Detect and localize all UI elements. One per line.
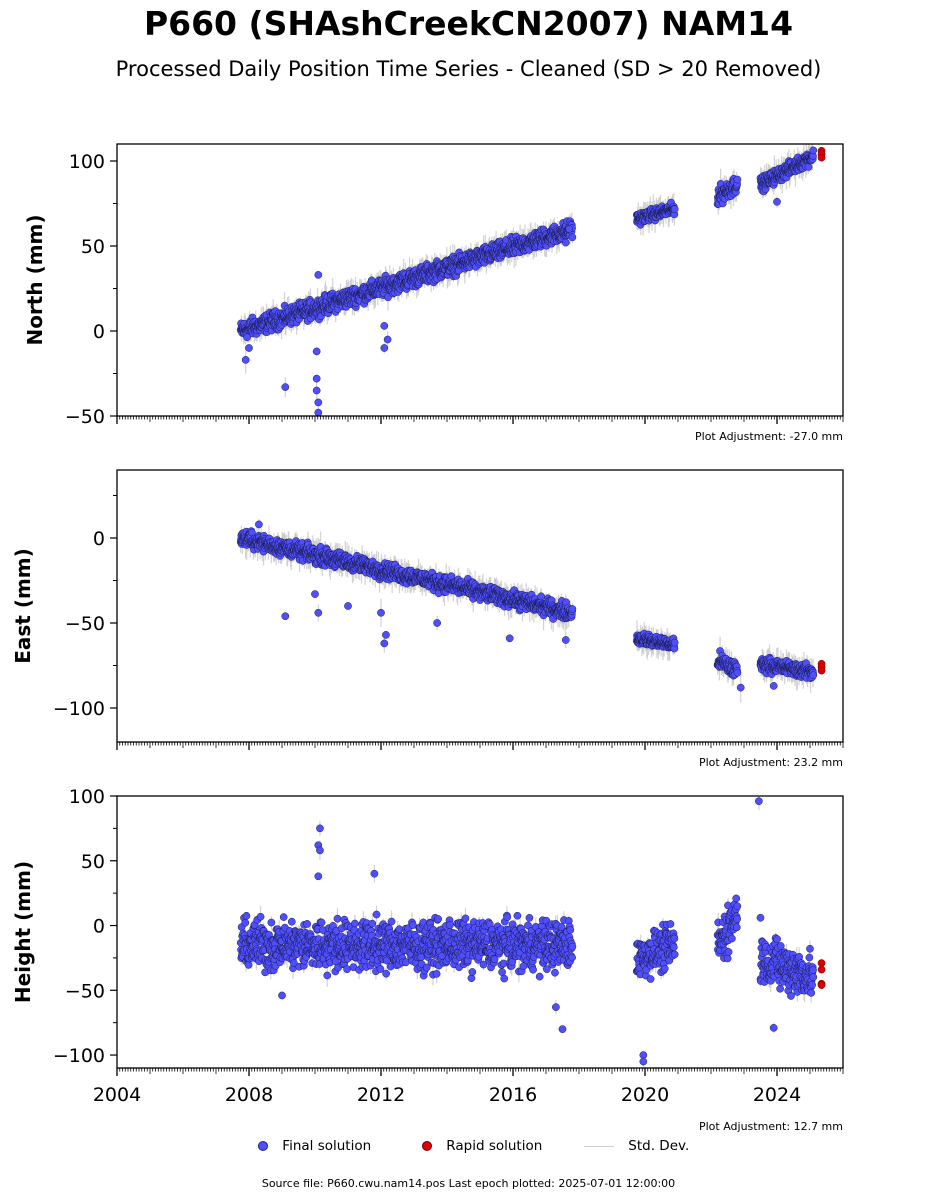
y-tick-label: 100 bbox=[69, 151, 105, 173]
final-solution-point bbox=[255, 520, 263, 529]
final-solution-point bbox=[314, 398, 323, 407]
final-solution-point bbox=[312, 374, 321, 383]
final-solution-point bbox=[344, 602, 352, 610]
final-solution-point bbox=[670, 205, 679, 214]
final-solution-point bbox=[505, 634, 514, 643]
final-solution-point bbox=[314, 608, 323, 617]
final-solution-point bbox=[769, 682, 778, 690]
final-solution-point bbox=[804, 163, 813, 171]
final-solution-point bbox=[561, 636, 570, 644]
final-solution-point bbox=[433, 619, 441, 627]
final-solution-point bbox=[281, 612, 290, 621]
final-solution-point bbox=[380, 639, 389, 648]
panel-plot-area-1 bbox=[236, 519, 826, 703]
final-solution-point bbox=[809, 146, 818, 155]
final-solution-point bbox=[377, 608, 385, 617]
panel-frame-1 bbox=[116, 469, 844, 743]
final-solution-point bbox=[382, 631, 390, 639]
final-solution-point bbox=[568, 605, 577, 613]
final-solution-point bbox=[773, 197, 781, 206]
final-solution-point bbox=[314, 408, 323, 416]
final-solution-point bbox=[733, 175, 742, 184]
y-axis-label: North (mm) bbox=[23, 214, 47, 345]
rapid-solution-point bbox=[817, 153, 826, 162]
y-tick-label: 50 bbox=[81, 236, 105, 258]
final-solution-point bbox=[568, 233, 577, 242]
panel-plot-area-0 bbox=[236, 144, 826, 416]
final-solution-point bbox=[380, 322, 389, 330]
final-solution-point bbox=[565, 225, 573, 233]
rapid-solution-point bbox=[817, 666, 826, 675]
y-tick-label: −50 bbox=[65, 406, 105, 428]
final-solution-point bbox=[281, 383, 290, 391]
final-solution-point bbox=[736, 683, 745, 692]
final-solution-point bbox=[312, 386, 321, 395]
panel-0: −50 0 50 100 North (mm) Plot Adjustment: -27.… bbox=[23, 143, 844, 443]
final-solution-point bbox=[312, 347, 321, 356]
y-tick-label: 0 bbox=[93, 321, 105, 343]
final-solution-point bbox=[314, 271, 323, 279]
final-solution-point bbox=[733, 668, 742, 677]
final-solution-point bbox=[383, 335, 392, 344]
y-tick-label: 0 bbox=[93, 528, 105, 550]
final-solution-point bbox=[809, 671, 818, 680]
final-solution-point bbox=[245, 344, 253, 352]
final-solution-point bbox=[380, 344, 389, 352]
plot-adjustment-note: Plot Adjustment: -27.0 mm bbox=[695, 430, 843, 443]
final-solution-point bbox=[537, 592, 546, 601]
chart-subtitle: Processed Daily Position Time Series - C… bbox=[115, 57, 822, 81]
y-tick-label: −50 bbox=[65, 613, 105, 635]
chart-title: P660 (SHAshCreekCN2007) NAM14 bbox=[143, 4, 794, 43]
final-solution-point bbox=[311, 590, 319, 598]
final-solution-point bbox=[670, 638, 679, 647]
final-solution-point bbox=[561, 238, 570, 247]
final-solution-point bbox=[241, 356, 250, 364]
y-tick-label: −100 bbox=[53, 698, 105, 720]
